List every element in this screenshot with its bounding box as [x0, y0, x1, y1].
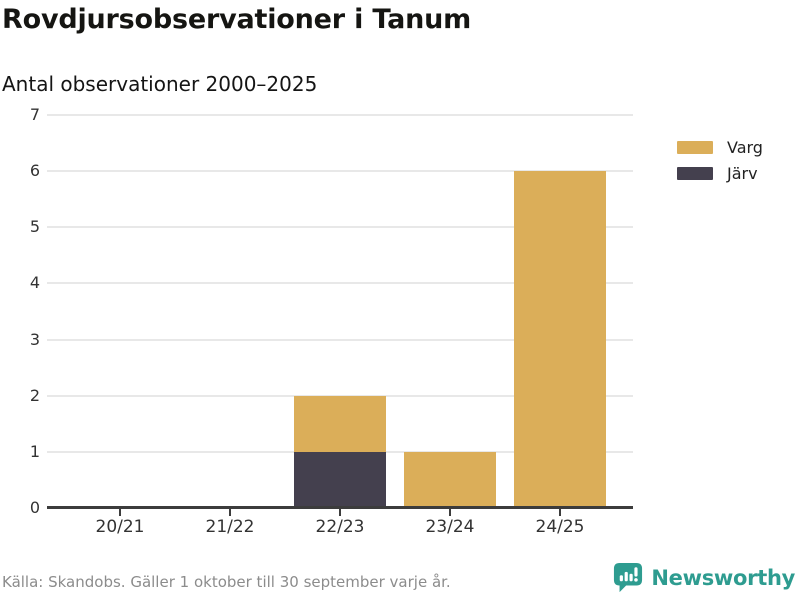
legend-item-jarv: Järv: [677, 160, 763, 186]
x-axis-tick: [229, 509, 231, 516]
legend-item-varg: Varg: [677, 134, 763, 160]
newsworthy-wordmark: Newsworthy: [651, 566, 795, 590]
newsworthy-logo[interactable]: Newsworthy: [613, 562, 795, 594]
bar-segment-varg-23-24: [404, 451, 496, 508]
bar-segment-jarv-22-23: [294, 451, 386, 508]
x-axis-tick: [119, 509, 121, 516]
y-axis-tick-label: 6: [29, 161, 40, 181]
x-axis-tick: [339, 509, 341, 516]
y-axis-tick-label: 3: [29, 329, 40, 349]
legend-swatch-varg: [677, 140, 713, 154]
gridline-y5: [47, 226, 633, 229]
bar-segment-varg-22-23: [294, 395, 386, 452]
gridline-y7: [47, 114, 633, 116]
x-axis-tick: [449, 509, 451, 516]
x-axis-tick-label: 24/25: [535, 517, 585, 537]
legend-label-varg: Varg: [727, 137, 763, 157]
x-axis-tick: [559, 509, 561, 516]
y-axis-tick-label: 4: [29, 273, 40, 293]
x-axis-tick-label: 21/22: [205, 517, 255, 537]
gridline-y3: [47, 338, 633, 341]
chart-title: Rovdjursobservationer i Tanum: [2, 4, 472, 35]
legend-label-jarv: Järv: [727, 163, 758, 183]
chart-subtitle: Antal observationer 2000–2025: [2, 72, 318, 96]
x-axis-line: [47, 506, 633, 509]
newsworthy-speech-bubble-chart-icon: [613, 562, 643, 594]
bar-segment-varg-24-25: [514, 171, 606, 508]
x-axis-tick-label: 23/24: [425, 517, 475, 537]
legend-swatch-jarv: [677, 166, 713, 180]
x-axis-tick-label: 20/21: [95, 517, 145, 537]
y-axis-tick-label: 7: [29, 105, 40, 124]
y-axis-tick-label: 5: [29, 217, 40, 237]
x-axis-tick-label: 22/23: [315, 517, 365, 537]
y-axis-tick-label: 0: [29, 498, 40, 517]
y-axis-tick-label: 1: [29, 441, 40, 461]
legend: Varg Järv: [677, 134, 763, 186]
source-note: Källa: Skandobs. Gäller 1 oktober till 3…: [2, 573, 451, 591]
gridline-y6: [47, 170, 633, 173]
y-axis-tick-label: 2: [29, 385, 40, 405]
gridline-y4: [47, 282, 633, 285]
